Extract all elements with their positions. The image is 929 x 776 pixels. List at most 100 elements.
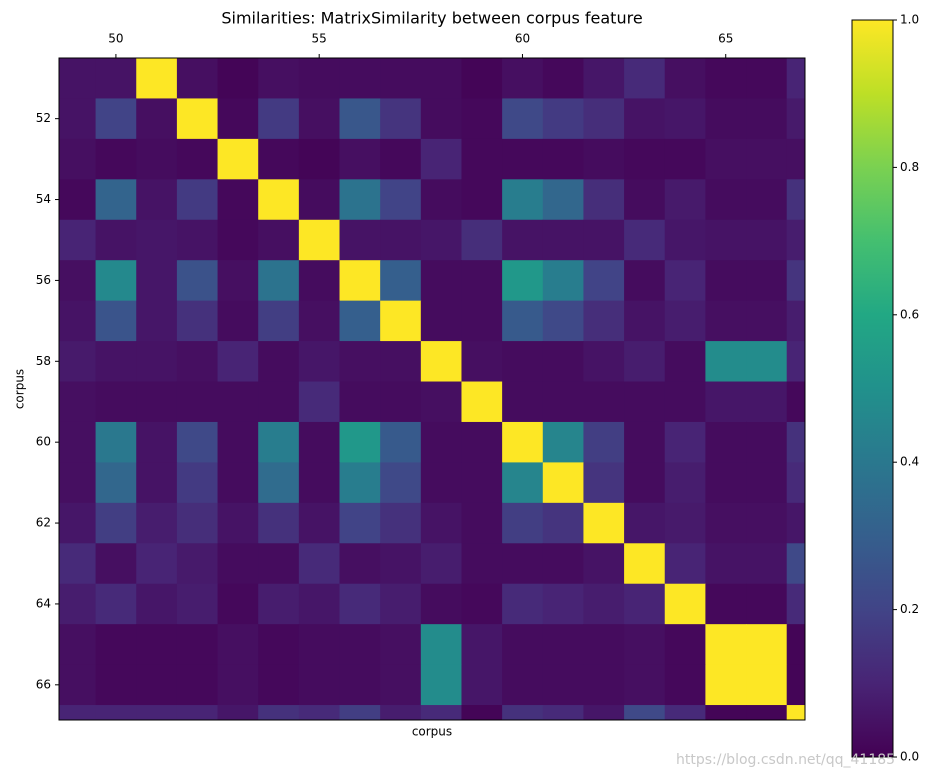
heatmap-cell [583, 58, 625, 99]
heatmap-cell [339, 179, 381, 221]
heatmap-cell [705, 58, 747, 99]
heatmap-cell [542, 300, 584, 342]
heatmap-cell [746, 260, 788, 302]
heatmap-cell [59, 138, 97, 180]
heatmap-cell [380, 300, 422, 342]
heatmap-cell [664, 705, 706, 720]
heatmap-cell [136, 260, 178, 302]
heatmap-cell [136, 502, 178, 544]
heatmap-cell [176, 138, 219, 180]
heatmap-cell [746, 624, 788, 666]
heatmap-cell [705, 624, 747, 666]
heatmap-cell [59, 543, 97, 585]
heatmap-cell [461, 543, 503, 585]
heatmap-cell [583, 179, 625, 221]
heatmap-cell [59, 624, 97, 666]
heatmap-cell [786, 705, 805, 720]
heatmap-cell [258, 300, 300, 342]
heatmap-cell [624, 341, 666, 383]
heatmap-cell [95, 664, 137, 706]
heatmap-cell [583, 502, 625, 544]
heatmap-cell [542, 462, 584, 504]
heatmap-cell [705, 705, 747, 720]
heatmap-cell [502, 219, 544, 261]
colorbar [851, 19, 894, 758]
heatmap-cell [95, 381, 137, 423]
heatmap-cell [420, 179, 462, 221]
heatmap-cell [624, 260, 666, 302]
heatmap-cell [420, 58, 462, 99]
heatmap-cell [217, 300, 259, 342]
heatmap-cell [59, 341, 97, 383]
heatmap-cell [339, 664, 381, 706]
heatmap-cell [298, 421, 341, 463]
heatmap-cell [95, 179, 137, 221]
heatmap-cell [542, 543, 584, 585]
heatmap-cell [502, 98, 544, 140]
heatmap-cell [502, 421, 544, 463]
x-tick-label: 50 [108, 32, 123, 46]
x-axis-label: corpus [412, 725, 452, 739]
heatmap-cell [217, 58, 259, 99]
heatmap-cell [136, 624, 178, 666]
heatmap-cell [624, 462, 666, 504]
colorbar-tick-label: 1.0 [900, 13, 919, 27]
heatmap-cell [420, 138, 462, 180]
heatmap-cell [339, 502, 381, 544]
heatmap-cell [705, 502, 747, 544]
heatmap-cell [217, 543, 259, 585]
heatmap-cell [95, 543, 137, 585]
heatmap-cell [542, 421, 584, 463]
heatmap-cell [176, 219, 219, 261]
heatmap-cell [217, 179, 259, 221]
heatmap-cell [502, 664, 544, 706]
heatmap-cell [217, 260, 259, 302]
heatmap-cell [461, 300, 503, 342]
heatmap-cell [136, 341, 178, 383]
heatmap-cell [583, 260, 625, 302]
heatmap-cell [746, 705, 788, 720]
heatmap-cell [461, 138, 503, 180]
heatmap-cell [298, 138, 341, 180]
heatmap-cell [339, 421, 381, 463]
heatmap-cell [542, 705, 584, 720]
heatmap-cell [542, 624, 584, 666]
heatmap-cell [217, 421, 259, 463]
heatmap-cell [420, 462, 462, 504]
heatmap-cell [380, 98, 422, 140]
heatmap-cell [583, 421, 625, 463]
heatmap-cell [136, 583, 178, 625]
heatmap-cell [624, 58, 666, 99]
heatmap-cell [624, 138, 666, 180]
heatmap-cell [624, 502, 666, 544]
watermark: https://blog.csdn.net/qq_41185 [676, 752, 895, 768]
heatmap-cell [380, 58, 422, 99]
heatmap-cell [95, 502, 137, 544]
heatmap-cell [624, 543, 666, 585]
heatmap-cell [176, 98, 219, 140]
heatmap-cell [746, 219, 788, 261]
heatmap-cell [258, 58, 300, 99]
heatmap-cell [624, 219, 666, 261]
heatmap-cell [624, 664, 666, 706]
heatmap-cell [664, 341, 706, 383]
heatmap-cell [746, 300, 788, 342]
heatmap-cell [461, 705, 503, 720]
heatmap-cell [136, 462, 178, 504]
heatmap-cell [258, 260, 300, 302]
heatmap-cell [136, 138, 178, 180]
heatmap-cell [380, 341, 422, 383]
heatmap-cell [624, 705, 666, 720]
heatmap-cell [746, 179, 788, 221]
heatmap-cell [136, 381, 178, 423]
heatmap-cell [502, 341, 544, 383]
heatmap-cell [502, 179, 544, 221]
heatmap-cell [298, 502, 341, 544]
heatmap-cell [136, 98, 178, 140]
x-tick-label: 60 [515, 32, 530, 46]
heatmap-cell [258, 502, 300, 544]
heatmap-cell [217, 341, 259, 383]
heatmap-cell [502, 543, 544, 585]
heatmap-cell [217, 219, 259, 261]
